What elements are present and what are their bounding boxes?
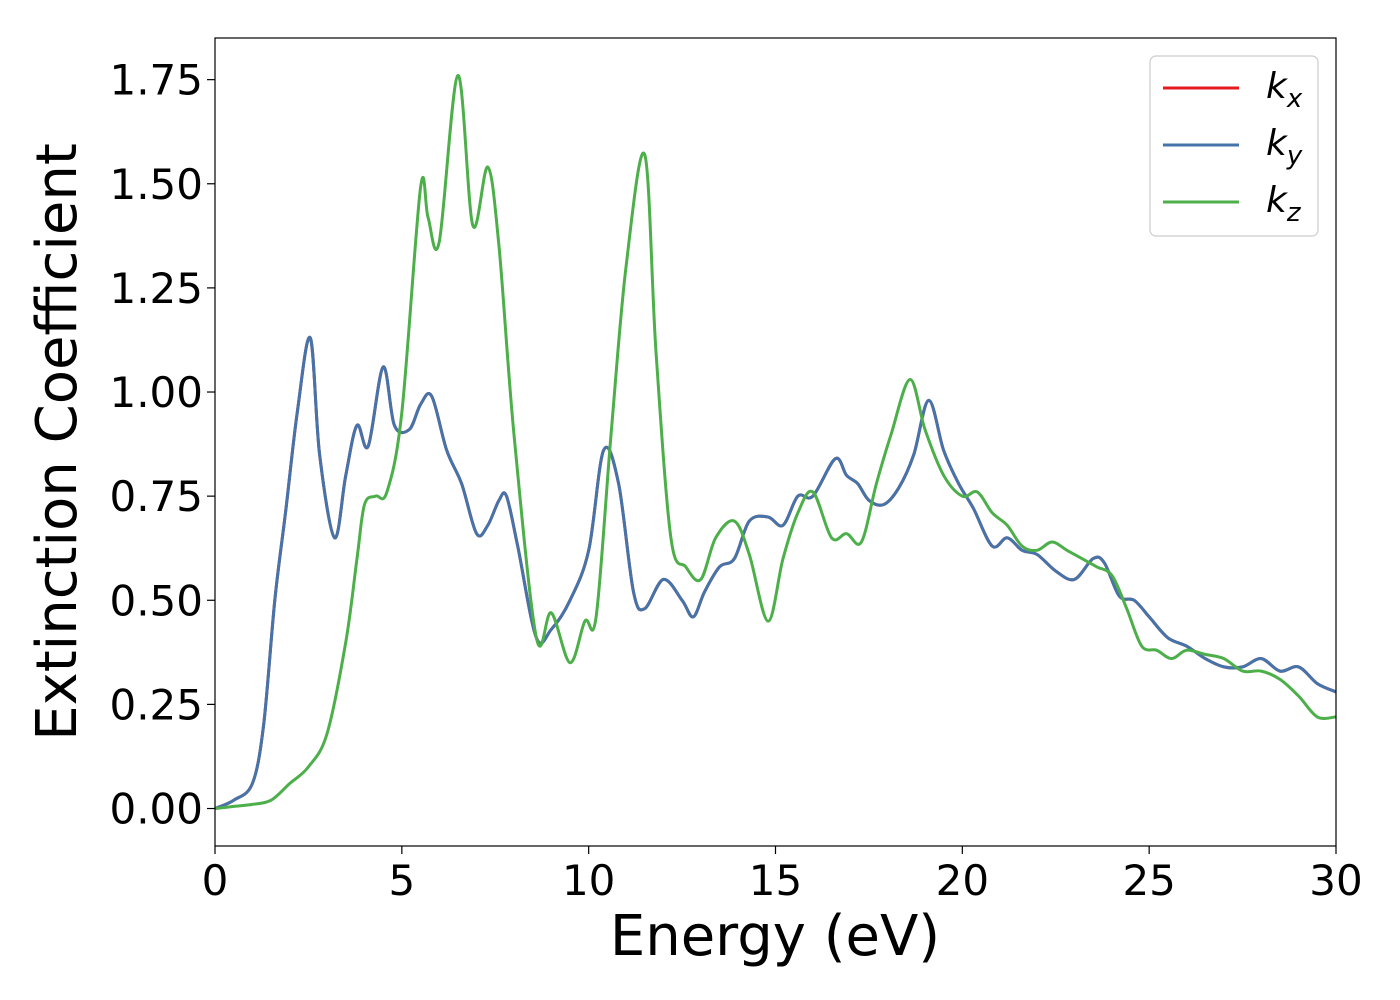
x-tick-label: 10 xyxy=(562,856,615,905)
y-tick-label: 1.25 xyxy=(109,264,203,313)
legend-label-x: kx xyxy=(1266,66,1303,114)
x-axis: 0 5 10 15 20 25 30 xyxy=(202,846,1363,905)
x-tick-label: 30 xyxy=(1309,856,1362,905)
legend-label-z: kz xyxy=(1266,180,1302,228)
x-tick-label: 20 xyxy=(936,856,989,905)
y-tick-label: 0.00 xyxy=(109,785,203,834)
series-line-z xyxy=(215,73,1336,810)
x-tick-label: 25 xyxy=(1122,856,1175,905)
y-tick-label: 1.00 xyxy=(109,368,203,417)
y-tick-label: 1.50 xyxy=(109,160,203,209)
y-tick-label: 1.75 xyxy=(109,56,203,105)
series-line-y xyxy=(215,336,1336,810)
y-tick-label: 0.25 xyxy=(109,680,203,729)
x-tick-label: 15 xyxy=(749,856,802,905)
x-tick-label: 5 xyxy=(388,856,415,905)
y-axis: 0.00 0.25 0.50 0.75 1.00 1.25 1.50 1.75 xyxy=(109,56,215,834)
series-layer xyxy=(215,73,1336,810)
y-tick-label: 0.75 xyxy=(109,472,203,521)
x-tick-label: 0 xyxy=(202,856,229,905)
legend-label-y: ky xyxy=(1266,123,1303,171)
y-tick-label: 0.50 xyxy=(109,576,203,625)
x-axis-title: Energy (eV) xyxy=(610,904,940,969)
legend: kx ky kz xyxy=(1149,55,1319,237)
y-axis-title: Extinction Coefficient xyxy=(25,143,90,741)
